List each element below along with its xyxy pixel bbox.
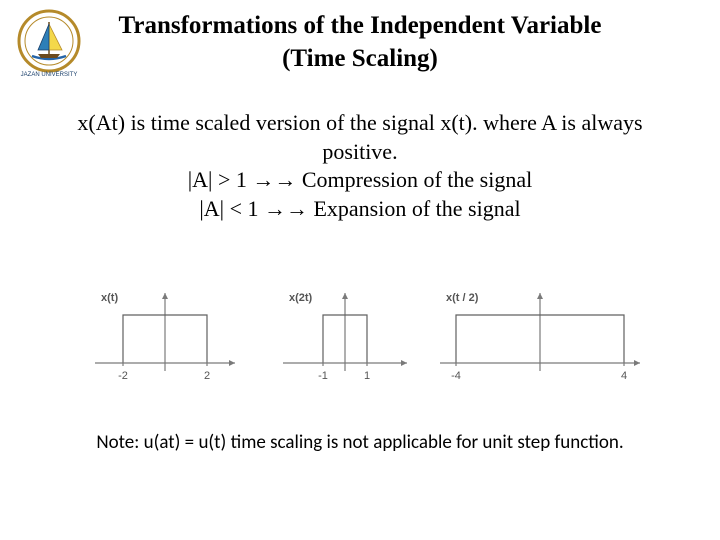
body-line-1: x(At) is time scaled version of the sign… — [40, 109, 680, 138]
time-scaling-diagram: -2 2 x(t) -1 1 x(2t) -4 4 x(t / 2) — [70, 253, 650, 393]
note-text: Note: u(at) = u(t) time scaling is not a… — [0, 431, 720, 454]
svg-text:-4: -4 — [451, 370, 461, 382]
svg-text:x(t): x(t) — [101, 292, 118, 304]
slide-header: Transformations of the Independent Varia… — [0, 0, 720, 75]
svg-text:x(2t): x(2t) — [289, 292, 313, 304]
svg-text:x(t / 2): x(t / 2) — [446, 292, 479, 304]
body-line-2: positive. — [40, 138, 680, 167]
title-line-1: Transformations of the Independent Varia… — [60, 10, 660, 43]
title-line-2: (Time Scaling) — [60, 43, 660, 76]
svg-text:1: 1 — [364, 370, 370, 382]
body-line-4: |A| < 1 →→ Expansion of the signal — [40, 195, 680, 224]
university-logo: JAZAN UNIVERSITY — [14, 8, 84, 78]
body-text: x(At) is time scaled version of the sign… — [0, 109, 720, 223]
svg-text:2: 2 — [204, 370, 210, 382]
svg-text:4: 4 — [621, 370, 627, 382]
svg-text:JAZAN UNIVERSITY: JAZAN UNIVERSITY — [21, 72, 78, 78]
body-line-3: |A| > 1 →→ Compression of the signal — [40, 166, 680, 195]
svg-text:-1: -1 — [318, 370, 328, 382]
svg-text:-2: -2 — [118, 370, 128, 382]
